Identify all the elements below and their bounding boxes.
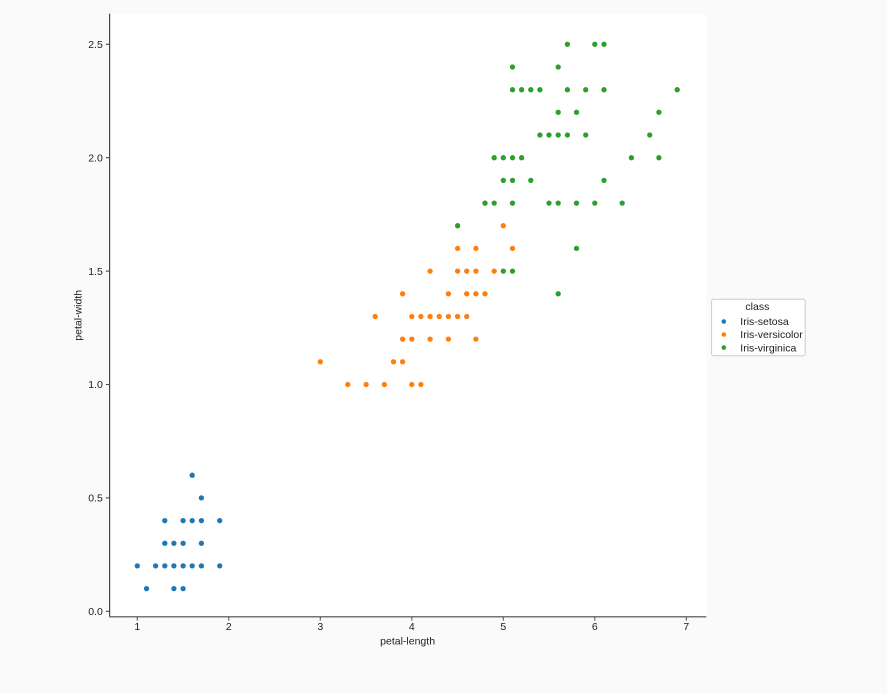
svg-text:3: 3 (317, 621, 323, 633)
svg-text:1.5: 1.5 (88, 266, 103, 278)
svg-text:7: 7 (683, 621, 689, 633)
svg-text:2.5: 2.5 (88, 39, 103, 51)
svg-text:Iris-versicolor: Iris-versicolor (740, 329, 803, 341)
svg-text:0.5: 0.5 (88, 493, 103, 505)
svg-text:2.0: 2.0 (88, 152, 103, 164)
svg-text:Iris-setosa: Iris-setosa (740, 316, 789, 328)
svg-text:0.0: 0.0 (88, 606, 103, 618)
svg-text:4: 4 (409, 621, 415, 633)
svg-text:5: 5 (500, 621, 506, 633)
svg-text:petal-length: petal-length (380, 635, 435, 647)
svg-text:class: class (745, 301, 769, 313)
svg-text:Iris-virginica: Iris-virginica (740, 342, 796, 354)
svg-text:2: 2 (226, 621, 232, 633)
svg-text:petal-width: petal-width (72, 290, 84, 341)
svg-text:6: 6 (592, 621, 598, 633)
svg-text:1.0: 1.0 (88, 379, 103, 391)
svg-text:1: 1 (134, 621, 140, 633)
